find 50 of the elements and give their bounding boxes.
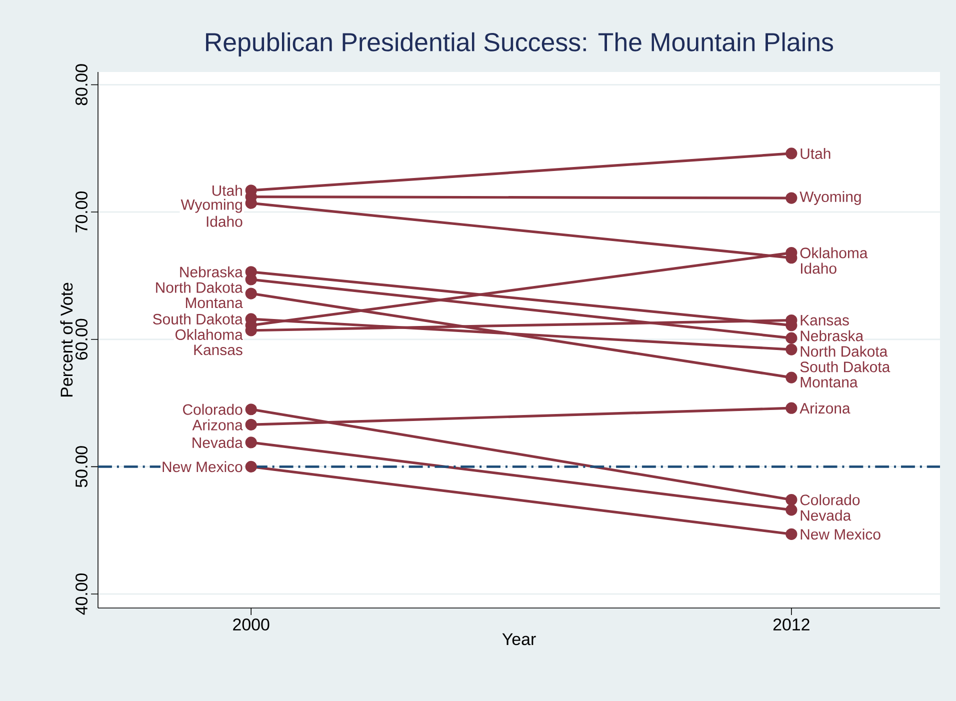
- text: Colorado: [800, 494, 860, 506]
- series-label: North Dakota: [156, 282, 243, 293]
- point: [786, 528, 798, 540]
- series-label: Nevada: [192, 436, 243, 448]
- series-label: Montana: [186, 298, 243, 308]
- point: [786, 344, 798, 356]
- point: [786, 372, 798, 384]
- y-tick-label: 60.00: [76, 318, 88, 360]
- point: [245, 460, 257, 472]
- y-axis-title: Percent of Vote: [60, 282, 73, 396]
- text: North Dakota: [800, 346, 888, 357]
- series-label: South Dakota: [153, 313, 243, 324]
- text: New Mexico: [800, 528, 880, 540]
- text: Kansas: [194, 344, 242, 356]
- point: [786, 494, 798, 506]
- series-label: Oklahoma: [800, 247, 868, 258]
- y-tick-label: 40.00: [76, 573, 88, 615]
- text: Arizona: [800, 402, 850, 414]
- text: Wyoming: [180, 198, 242, 213]
- chart-title: Republican Presidential Success: The Mountain Plains: [206, 32, 834, 56]
- series-label: Kansas: [800, 315, 849, 326]
- text: Utah: [800, 148, 830, 159]
- point: [786, 402, 798, 414]
- x-tick-label: 2000: [233, 618, 270, 631]
- point: [245, 418, 257, 430]
- y-tick-label: 80.00: [76, 64, 88, 106]
- series-label: Idaho: [800, 262, 836, 274]
- point: [786, 192, 798, 204]
- point: [786, 148, 798, 160]
- point: [245, 288, 257, 300]
- point: [786, 504, 798, 516]
- series-label: Utah: [212, 184, 242, 196]
- text: South Dakota: [800, 361, 890, 372]
- text: Idaho: [206, 216, 242, 227]
- y-tick-label: 50.00: [76, 446, 88, 488]
- y-tick-label: 70.00: [76, 192, 88, 232]
- text: Nebraska: [800, 330, 864, 342]
- series-label: Colorado: [183, 404, 242, 415]
- series-label: New Mexico: [162, 461, 242, 472]
- x-tick-label: 2012: [773, 618, 810, 631]
- series-label: Arizona: [192, 419, 243, 430]
- point: [245, 436, 257, 448]
- text: Nevada: [800, 510, 852, 521]
- point: [786, 332, 798, 344]
- series-label: Wyoming: [800, 191, 861, 205]
- series-label: Nebraska: [180, 266, 243, 278]
- x-axis-title: Year: [502, 633, 536, 646]
- text: Montana: [800, 377, 858, 388]
- point: [245, 404, 257, 416]
- text: Oklahoma: [176, 328, 243, 340]
